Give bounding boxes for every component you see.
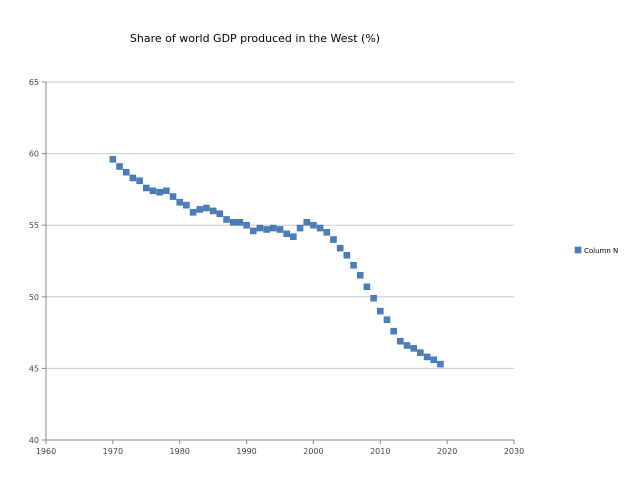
data-point-1976 <box>149 187 157 195</box>
data-point-2005 <box>343 252 351 259</box>
data-point-1986 <box>216 210 224 217</box>
x-tick-label-2000: 2000 <box>303 447 323 456</box>
data-point-2011 <box>383 316 391 323</box>
data-points <box>109 156 444 368</box>
x-tick-label-1990: 1990 <box>236 447 256 456</box>
data-point-1995 <box>276 226 284 233</box>
data-point-1979 <box>169 193 177 200</box>
legend-label: Column N <box>584 247 618 255</box>
data-point-2012 <box>390 327 397 335</box>
data-point-1989 <box>236 219 244 226</box>
data-point-2015 <box>410 345 417 352</box>
x-tick-label-2020: 2020 <box>437 447 457 456</box>
data-point-1973 <box>129 174 137 182</box>
data-point-1988 <box>229 219 237 226</box>
axes <box>45 82 514 441</box>
data-point-1982 <box>189 209 197 216</box>
y-tick-label-50: 50 <box>29 293 39 302</box>
x-tick-label-2010: 2010 <box>370 447 390 456</box>
y-tick-label-55: 55 <box>29 221 39 230</box>
data-point-2004 <box>336 244 344 252</box>
data-point-1978 <box>163 187 170 195</box>
data-point-2003 <box>330 236 337 243</box>
data-point-2007 <box>356 272 364 279</box>
data-point-2009 <box>370 294 377 302</box>
data-point-1987 <box>223 216 230 223</box>
x-tick-label-1960: 1960 <box>36 447 56 456</box>
data-point-1974 <box>136 177 143 185</box>
y-tick-label-60: 60 <box>29 150 39 159</box>
data-point-2013 <box>397 337 404 345</box>
y-tick-label-40: 40 <box>29 436 39 445</box>
data-point-2000 <box>310 221 317 229</box>
data-point-1997 <box>290 233 297 240</box>
data-point-1994 <box>270 224 277 232</box>
data-point-1980 <box>176 199 183 206</box>
data-point-1972 <box>122 168 130 176</box>
chart-title: Share of world GDP produced in the West … <box>129 32 381 45</box>
data-point-2006 <box>350 262 357 269</box>
data-point-1998 <box>296 224 304 232</box>
data-point-1981 <box>183 201 190 209</box>
data-point-2017 <box>423 353 431 361</box>
data-point-1984 <box>203 204 210 212</box>
data-point-1975 <box>143 184 150 192</box>
data-point-1977 <box>156 189 163 196</box>
data-point-1983 <box>196 206 204 213</box>
data-point-2002 <box>323 229 331 236</box>
x-axis-ticks: 1960 1970 1980 1990 2000 2010 2020 2030 <box>36 440 524 456</box>
legend: Column N <box>574 246 618 255</box>
data-point-1993 <box>263 226 270 233</box>
data-point-1985 <box>209 207 217 215</box>
data-point-2014 <box>403 342 411 349</box>
data-point-2016 <box>417 349 424 356</box>
data-point-2001 <box>316 224 324 232</box>
x-tick-label-1980: 1980 <box>170 447 190 456</box>
data-point-1992 <box>256 224 264 232</box>
data-point-2018 <box>430 356 438 364</box>
data-point-1991 <box>250 227 257 235</box>
x-tick-label-1970: 1970 <box>103 447 123 456</box>
data-point-1990 <box>243 221 250 229</box>
y-tick-label-65: 65 <box>29 78 39 87</box>
data-point-2019 <box>437 360 444 368</box>
grid-lines <box>46 81 514 369</box>
data-point-1971 <box>116 163 123 170</box>
data-point-2010 <box>377 307 384 315</box>
data-point-2008 <box>363 283 371 291</box>
y-tick-label-45: 45 <box>29 364 39 373</box>
legend-marker <box>574 246 582 254</box>
data-point-1996 <box>283 230 290 238</box>
data-point-1999 <box>303 219 310 226</box>
x-tick-label-2030: 2030 <box>504 447 524 456</box>
y-axis-ticks: 40 45 50 55 60 65 <box>29 78 46 445</box>
data-point-1970 <box>109 156 117 163</box>
